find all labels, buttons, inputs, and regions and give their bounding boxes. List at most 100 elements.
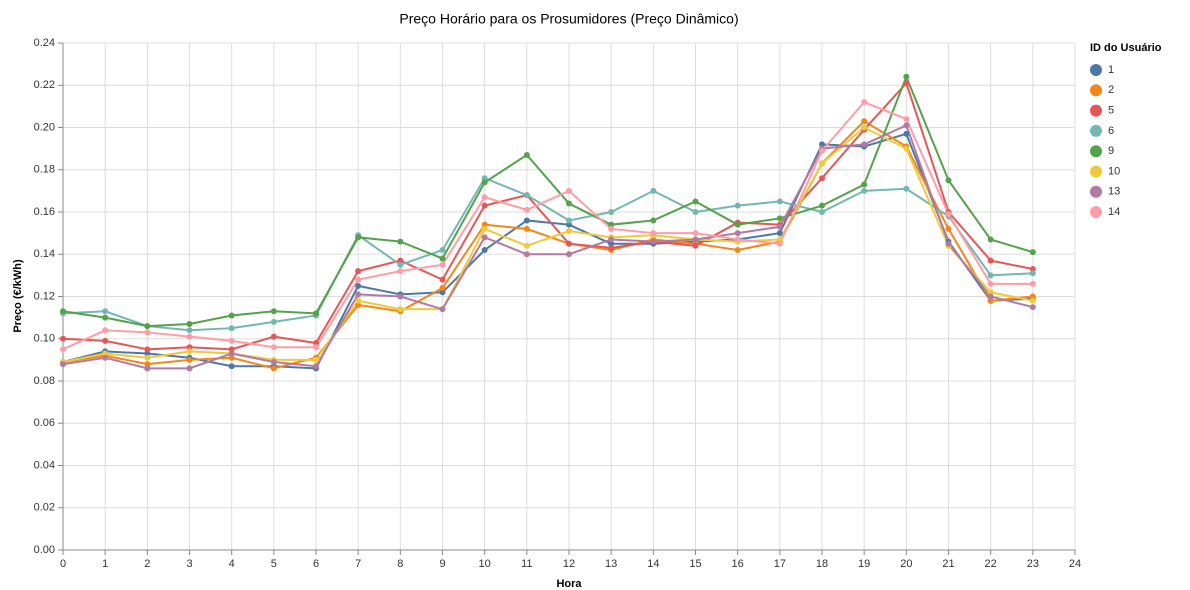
legend-swatch <box>1090 145 1102 158</box>
data-point <box>734 202 741 209</box>
data-point <box>903 185 910 192</box>
data-point <box>270 358 277 365</box>
data-point <box>523 151 530 158</box>
data-point <box>566 221 572 228</box>
x-tick-label: 9 <box>439 558 445 570</box>
x-tick-label: 21 <box>942 558 954 570</box>
series-line <box>62 119 1033 370</box>
data-point <box>861 181 868 188</box>
legend-label: 9 <box>1108 145 1114 157</box>
chart-title: Preço Horário para os Prosumidores (Preç… <box>399 11 738 27</box>
data-point <box>102 354 109 361</box>
x-tick-label: 12 <box>563 558 575 570</box>
data-point <box>186 348 193 355</box>
x-tick-label: 8 <box>397 558 403 570</box>
data-point <box>186 344 193 351</box>
data-point <box>650 238 657 245</box>
y-tick-label: 0.16 <box>34 206 55 218</box>
series-line <box>62 126 1034 363</box>
data-point <box>523 242 530 249</box>
x-tick-label: 16 <box>732 558 744 570</box>
data-point <box>439 276 446 283</box>
data-point <box>102 337 109 344</box>
y-tick-label: 0.04 <box>34 459 55 471</box>
data-point <box>903 80 910 87</box>
legend-label: 13 <box>1108 186 1120 198</box>
data-point <box>1029 249 1036 256</box>
data-point <box>481 247 488 254</box>
data-point <box>566 200 572 207</box>
data-point <box>566 228 572 235</box>
data-point <box>650 217 657 224</box>
data-point <box>144 361 151 368</box>
data-point <box>608 240 615 247</box>
data-point <box>523 192 530 199</box>
data-point <box>1029 266 1036 273</box>
data-point <box>650 187 657 194</box>
legend-label: 14 <box>1108 206 1120 218</box>
series-line <box>62 81 1034 351</box>
data-point <box>439 247 446 254</box>
data-point <box>819 175 825 182</box>
data-point <box>397 268 404 275</box>
y-tick-label: 0.10 <box>34 333 55 345</box>
data-point <box>523 251 530 258</box>
data-point <box>270 308 277 315</box>
x-tick-label: 10 <box>479 558 491 570</box>
data-point <box>523 225 530 232</box>
data-point <box>60 346 66 353</box>
data-point <box>608 244 615 251</box>
x-tick-label: 14 <box>647 558 659 570</box>
data-point <box>355 291 362 298</box>
data-point <box>987 289 994 296</box>
data-point <box>439 306 446 313</box>
x-tick-label: 19 <box>858 558 870 570</box>
x-tick-label: 0 <box>60 558 66 570</box>
data-point <box>945 211 952 218</box>
x-tick-label: 2 <box>144 558 150 570</box>
data-point <box>355 268 362 275</box>
data-point <box>481 179 488 186</box>
data-point <box>270 333 277 340</box>
data-point <box>1029 280 1036 287</box>
data-point <box>481 175 488 182</box>
y-tick-label: 0.14 <box>34 248 55 260</box>
data-point <box>102 314 109 321</box>
data-point <box>523 217 530 224</box>
data-point <box>270 318 277 325</box>
data-point <box>228 346 235 353</box>
legend-label: 5 <box>1108 105 1114 117</box>
x-tick-label: 23 <box>1027 558 1039 570</box>
data-point <box>228 350 235 357</box>
data-point <box>861 141 868 148</box>
y-tick-label: 0.18 <box>34 164 55 176</box>
data-point <box>861 99 868 106</box>
data-point <box>102 350 109 357</box>
data-point <box>945 240 952 247</box>
data-point <box>481 234 488 241</box>
data-point <box>903 145 910 152</box>
x-tick-label: 7 <box>355 558 361 570</box>
data-point <box>439 255 446 262</box>
data-point <box>270 344 277 351</box>
data-point <box>608 236 615 243</box>
data-point <box>439 289 446 296</box>
data-point <box>987 280 994 287</box>
data-point <box>60 361 66 368</box>
data-point <box>692 209 699 215</box>
data-point <box>313 363 319 370</box>
data-point <box>987 297 994 304</box>
data-point <box>186 327 193 334</box>
data-point <box>481 221 488 228</box>
legend-label: 6 <box>1108 125 1114 137</box>
data-point <box>397 306 404 313</box>
data-point <box>566 217 572 224</box>
y-tick-label: 0.20 <box>34 121 55 133</box>
data-point <box>397 261 404 268</box>
series-line <box>62 74 1034 328</box>
data-point <box>144 354 151 361</box>
data-point <box>987 236 994 243</box>
data-point <box>439 261 446 268</box>
data-point <box>692 242 699 249</box>
